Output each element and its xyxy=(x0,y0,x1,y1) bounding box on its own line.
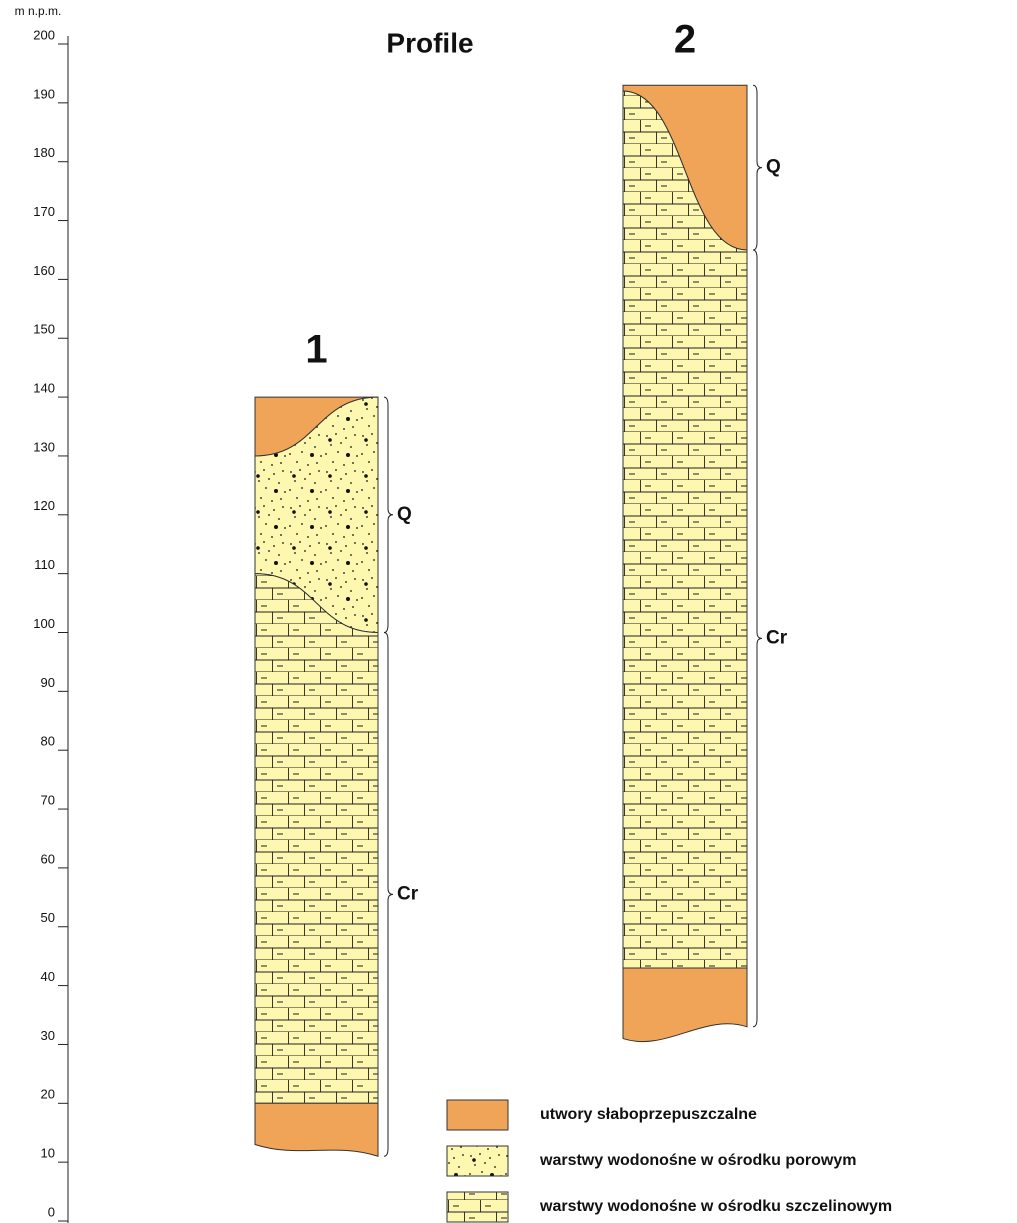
unit-bracket xyxy=(753,250,762,1027)
unit-label: Q xyxy=(766,157,781,178)
layer xyxy=(623,968,747,1042)
tick-label: 50 xyxy=(41,910,55,925)
legend-swatch xyxy=(447,1100,508,1130)
tick-label: 120 xyxy=(33,498,55,513)
title: Profile xyxy=(386,27,473,58)
tick-label: 90 xyxy=(41,675,55,690)
unit-label: Cr xyxy=(397,883,419,904)
legend-label: utwory słaboprzepuszczalne xyxy=(540,1106,757,1123)
unit-bracket xyxy=(753,85,762,250)
tick-label: 100 xyxy=(33,616,55,631)
tick-label: 60 xyxy=(41,851,55,866)
profile-label: 1 xyxy=(305,328,327,372)
tick-label: 200 xyxy=(33,27,55,42)
profile-label: 2 xyxy=(674,18,696,62)
legend-swatch xyxy=(447,1192,508,1222)
tick-label: 110 xyxy=(34,557,55,572)
profile-diagram: m n.p.m. Profile 0 10 20 30 40 50 60 70 80 90 100 1… xyxy=(0,0,1017,1223)
tick-label: 40 xyxy=(41,969,55,984)
legend-label: warstwy wodonośne w ośrodku porowym xyxy=(539,1152,856,1169)
tick-label: 190 xyxy=(33,86,55,101)
tick-label: 170 xyxy=(33,204,55,219)
tick-label: 70 xyxy=(41,792,55,807)
legend-label: warstwy wodonośne w ośrodku szczelinowym xyxy=(539,1198,892,1215)
layer xyxy=(255,574,378,1104)
tick-label: 10 xyxy=(41,1146,55,1161)
unit-label: Cr xyxy=(766,627,788,648)
unit-bracket xyxy=(384,397,393,632)
unit-label: Q xyxy=(397,504,412,525)
unit-bracket xyxy=(384,633,393,1157)
tick-label: 130 xyxy=(33,439,55,454)
tick-label: 180 xyxy=(33,145,55,160)
tick-label: 20 xyxy=(41,1087,55,1102)
legend-swatch xyxy=(447,1146,508,1176)
layer xyxy=(255,1103,378,1156)
tick-label: 150 xyxy=(33,322,55,337)
tick-label: 140 xyxy=(33,381,55,396)
axis-label: m n.p.m. xyxy=(15,4,62,18)
tick-label: 80 xyxy=(41,734,55,749)
tick-label: 0 xyxy=(48,1204,55,1219)
tick-label: 30 xyxy=(41,1028,55,1043)
tick-label: 160 xyxy=(33,263,55,278)
